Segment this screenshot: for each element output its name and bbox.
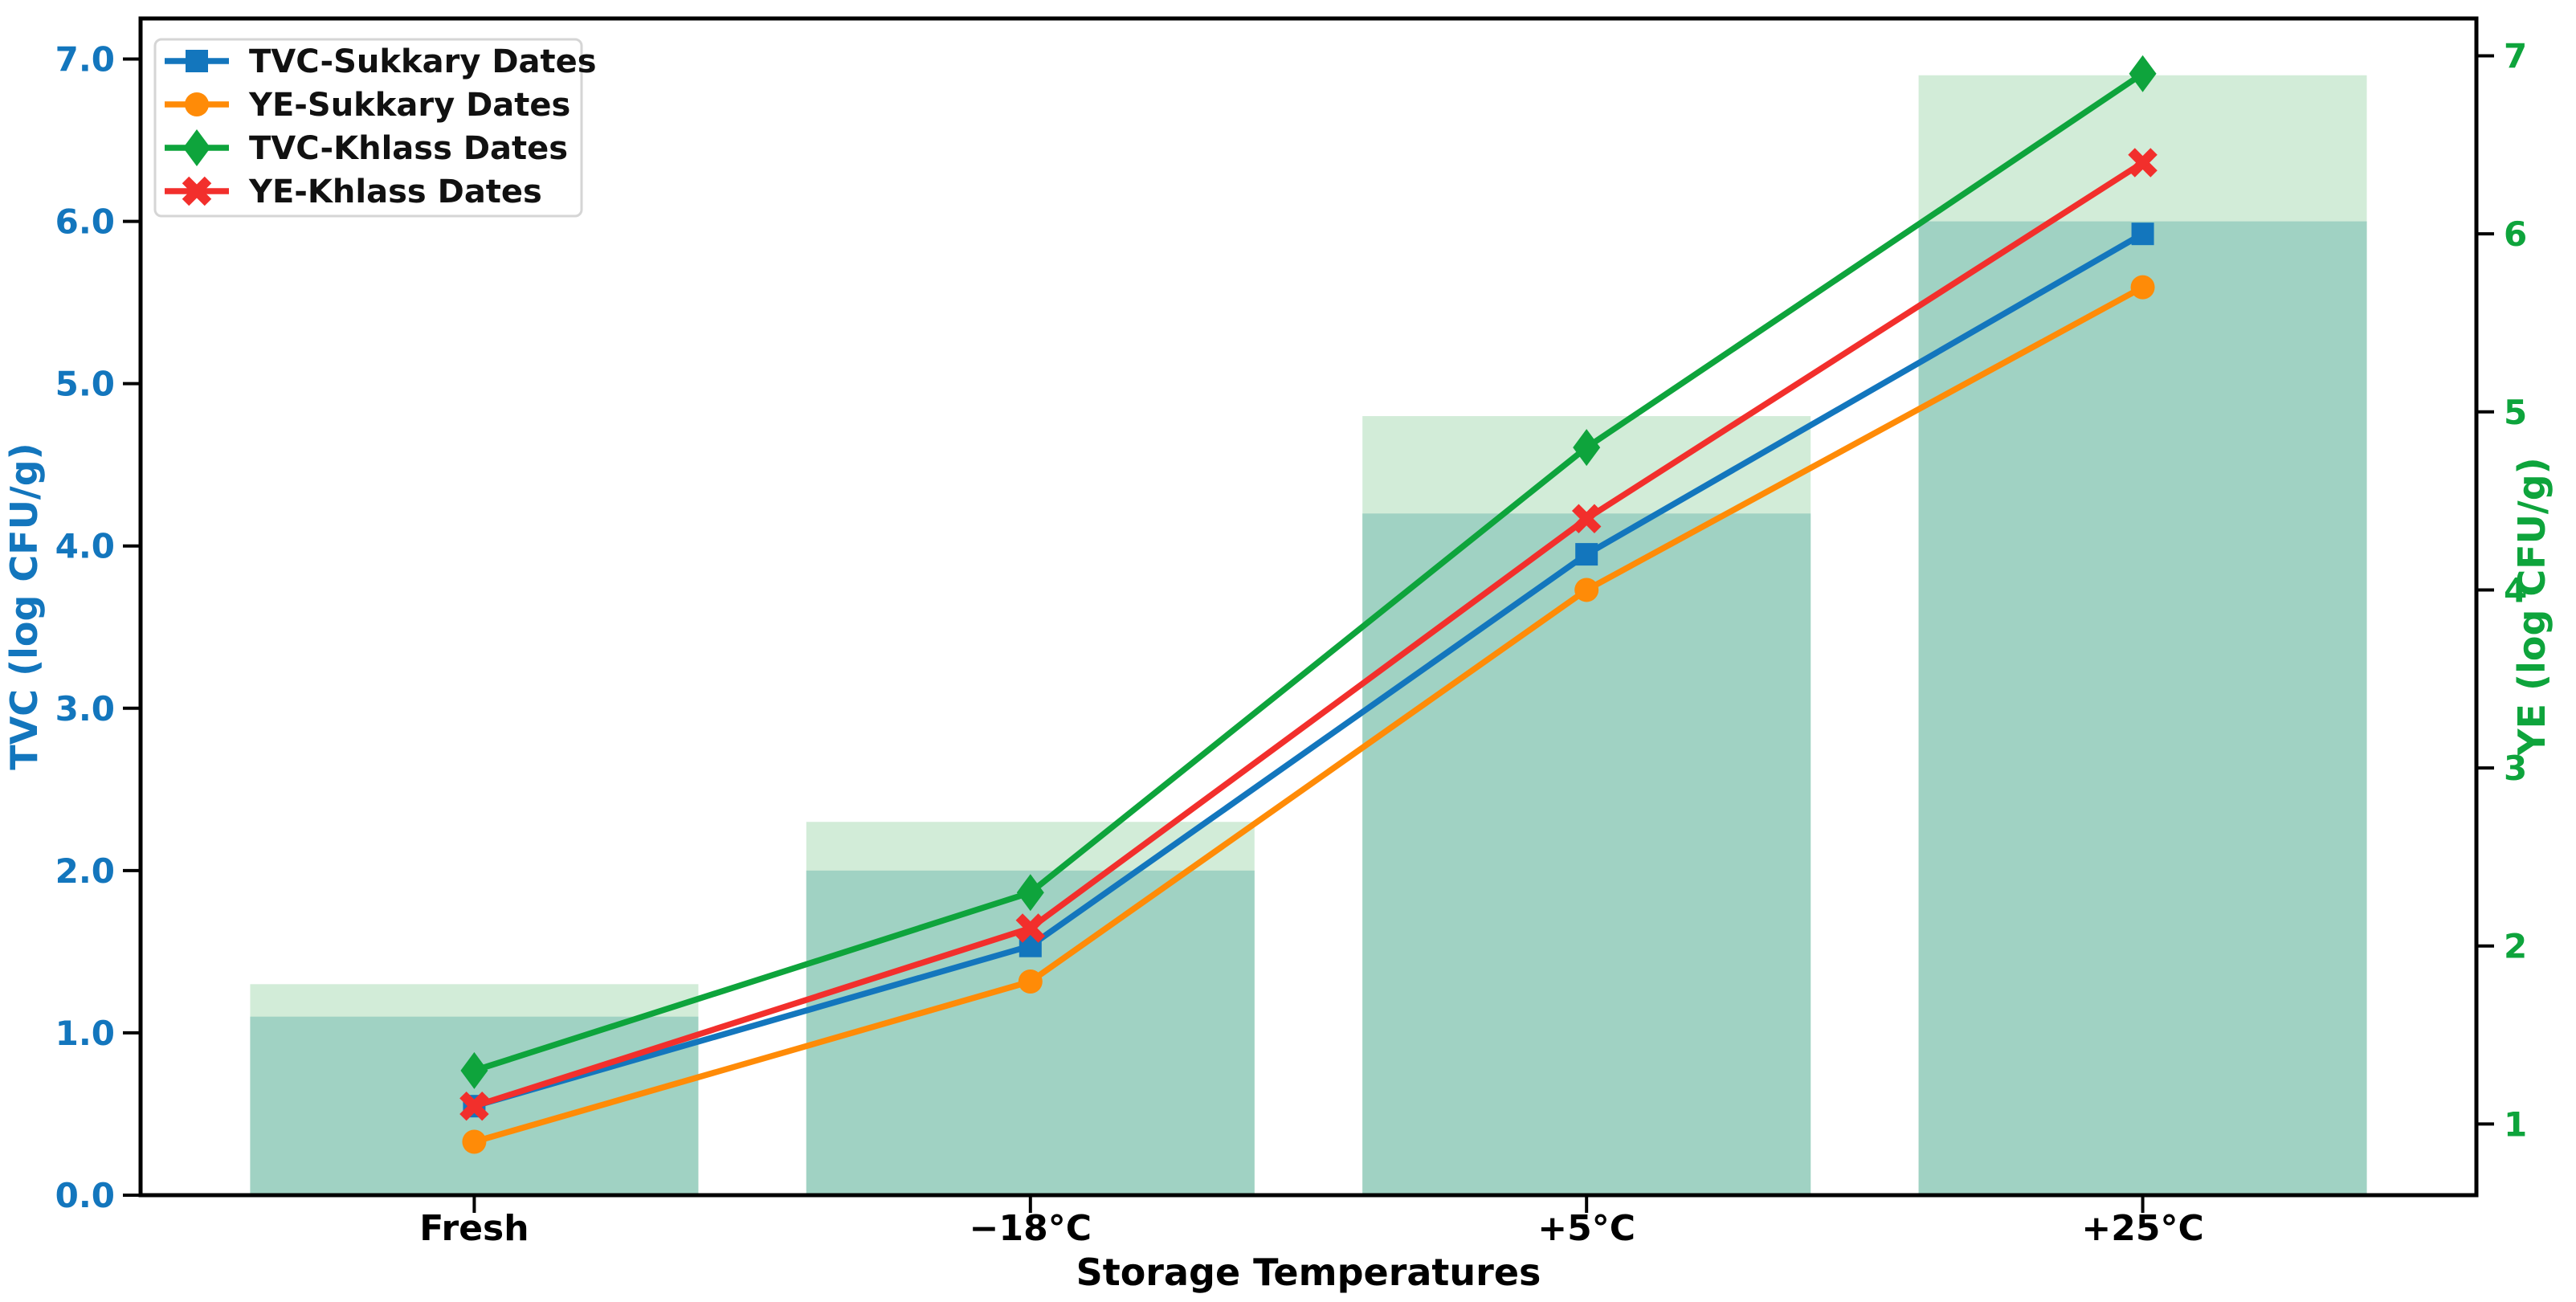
right-tick-label: 1 <box>2504 1104 2527 1144</box>
bars-layer <box>250 75 2367 1196</box>
marker-circle-2 <box>1574 578 1599 602</box>
plot-border <box>138 16 2479 1198</box>
marker-circle-0 <box>462 1129 487 1154</box>
legend-entry-label-1: YE-Sukkary Dates <box>248 87 570 124</box>
marker-diamond-3 <box>2129 55 2157 92</box>
line-ye-sukkary-dates <box>473 284 2145 1145</box>
legend-marker-diamond <box>183 129 210 166</box>
right-tick-label: 2 <box>2504 927 2527 966</box>
right-tick-label: 7 <box>2504 37 2527 76</box>
marker-circle-3 <box>2130 275 2155 300</box>
x-tick-label-2: +5°C <box>1537 1208 1635 1249</box>
ticks-layer: 0.0 1.0 2.0 3.0 4.0 5.0 6.0 7.0 1 2 3 4 5 6 7 Fresh −18°… <box>55 37 2528 1249</box>
legend-marker-square <box>186 50 208 72</box>
line-ye-khlass-dates <box>473 160 2145 1109</box>
legend-entry-label-0: TVC-Sukkary Dates <box>249 43 597 80</box>
axes-layer <box>138 16 2479 1198</box>
line-tvc-sukkary-dates <box>473 231 2145 1109</box>
right-axis-title: YE (log CFU/g) <box>2510 457 2554 756</box>
left-tick-label: 5.0 <box>55 365 115 404</box>
legend-box <box>153 38 583 218</box>
left-tick-label: 6.0 <box>55 202 115 242</box>
bar-sukkary-2 <box>1362 513 1811 1195</box>
lines-layer <box>459 55 2158 1154</box>
left-tick-label: 4.0 <box>55 527 115 566</box>
left-axis-title: TVC (log CFU/g) <box>2 443 46 769</box>
left-tick-label: 1.0 <box>55 1014 115 1053</box>
marker-x-2 <box>1571 504 1602 534</box>
marker-diamond-2 <box>1573 429 1601 467</box>
legend-entry-label-2: TVC-Khlass Dates <box>249 130 568 167</box>
left-tick-label: 7.0 <box>55 40 115 80</box>
left-tick-label: 3.0 <box>55 689 115 729</box>
legend-marker-x <box>182 176 212 206</box>
x-axis-title: Storage Temperatures <box>1076 1251 1541 1294</box>
bar-sukkary-1 <box>806 870 1255 1195</box>
legend-entry-label-3: YE-Khlass Dates <box>248 173 542 210</box>
marker-diamond-0 <box>460 1051 488 1089</box>
marker-circle-1 <box>1018 969 1043 994</box>
right-tick-label: 4 <box>2504 570 2527 610</box>
right-tick-label: 3 <box>2504 749 2527 788</box>
marker-x-1 <box>1015 913 1046 943</box>
left-tick-label: 0.0 <box>55 1176 115 1215</box>
legend: TVC-Sukkary Dates YE-Sukkary Dates TVC-Khl… <box>153 38 597 218</box>
right-tick-label: 6 <box>2504 214 2527 254</box>
marker-x-0 <box>459 1091 489 1121</box>
legend-marker-circle <box>185 92 209 116</box>
line-tvc-khlass-dates <box>473 71 2145 1074</box>
bar-sukkary-3 <box>1918 221 2367 1196</box>
left-tick-label: 2.0 <box>55 851 115 891</box>
x-tick-label-3: +25°C <box>2081 1208 2203 1249</box>
x-tick-label-1: −18°C <box>970 1208 1092 1249</box>
marker-square-3 <box>2131 222 2154 246</box>
marker-x-3 <box>2128 148 2158 178</box>
right-tick-label: 5 <box>2504 393 2527 432</box>
x-tick-label-0: Fresh <box>419 1208 529 1249</box>
marker-diamond-1 <box>1016 874 1044 912</box>
marker-square-2 <box>1575 543 1598 566</box>
